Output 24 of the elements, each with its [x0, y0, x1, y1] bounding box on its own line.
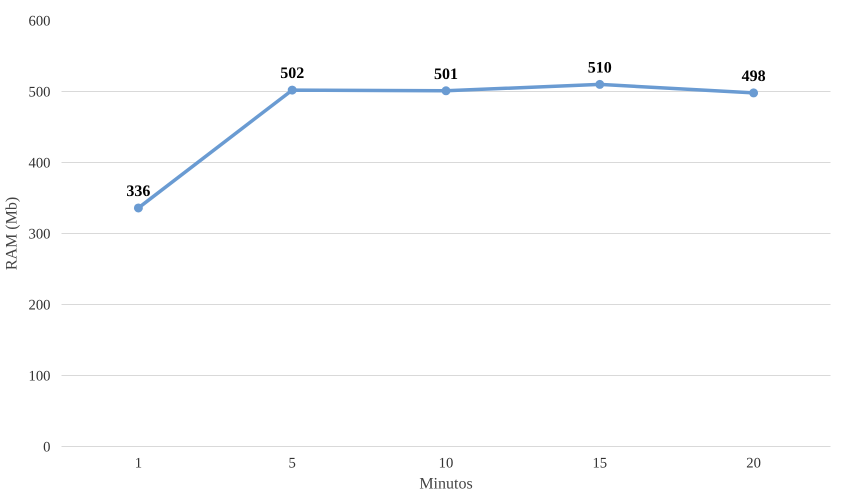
data-label: 498 [742, 68, 766, 85]
y-tick-label: 600 [28, 14, 50, 30]
data-label: 510 [588, 59, 612, 76]
point [442, 86, 450, 96]
point [595, 80, 604, 89]
x-tick-label: 20 [746, 456, 761, 472]
y-tick-label: 100 [28, 368, 50, 384]
data-label: 336 [126, 182, 150, 200]
x-tick-label: 10 [438, 456, 454, 472]
x-tick-label: 1 [134, 456, 142, 472]
data-label: 502 [280, 65, 304, 82]
x-axis-title: Minutos [419, 476, 473, 492]
y-tick-label: 0 [43, 440, 50, 456]
y-tick-label: 200 [28, 298, 50, 314]
y-tick-label: 500 [28, 84, 50, 100]
point [288, 86, 297, 95]
y-axis-title: RAM (Mb) [4, 196, 21, 270]
y-tick-label: 400 [28, 156, 50, 172]
x-tick-label: 5 [288, 456, 296, 472]
point [134, 203, 143, 212]
point [749, 88, 758, 98]
y-tick-label: 300 [28, 226, 50, 242]
x-tick-label: 15 [592, 456, 608, 472]
data-label: 501 [434, 66, 458, 83]
